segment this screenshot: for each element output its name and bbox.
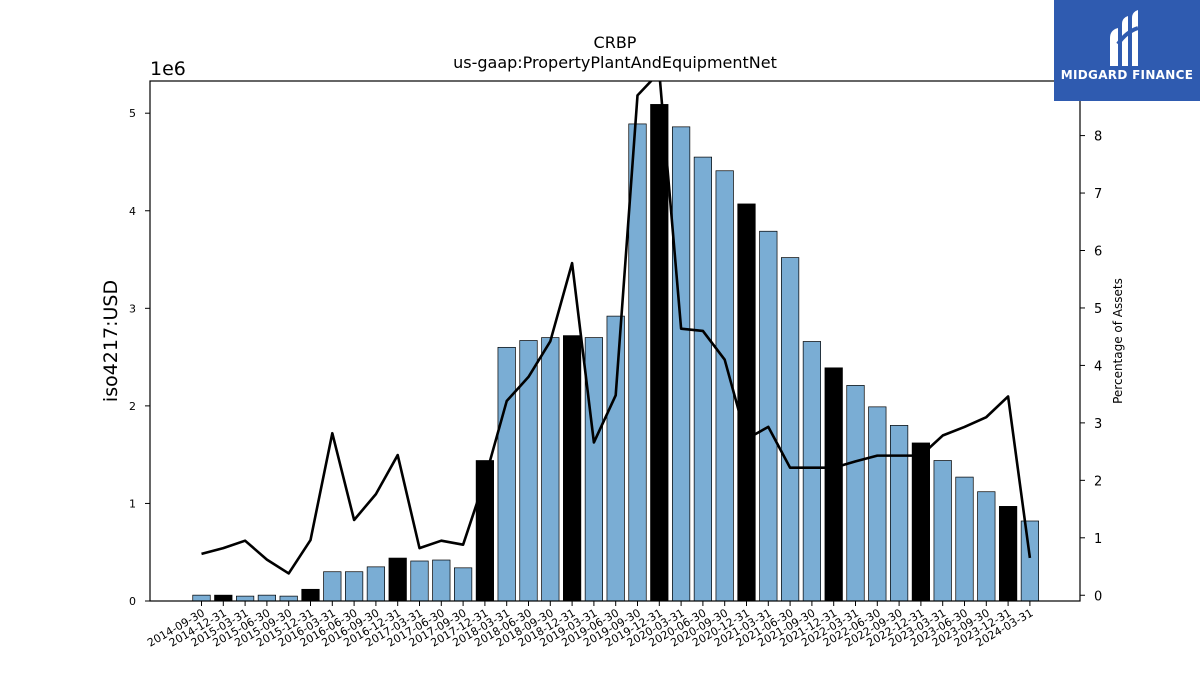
bar xyxy=(977,491,996,602)
bar xyxy=(257,594,276,602)
y-right-tick-label: 6 xyxy=(1094,245,1102,260)
y-tick-label: 5 xyxy=(129,107,136,120)
bar xyxy=(323,571,342,602)
y-axis-right-label: Percentage of Assets xyxy=(1111,278,1125,404)
logo-brand-text: MIDGARD FINANCE xyxy=(1060,68,1194,82)
midgard-logo-icon xyxy=(1110,10,1139,66)
y-right-tick-label: 5 xyxy=(1094,302,1102,317)
midgard-logo: MIDGARD FINANCE xyxy=(1054,0,1200,101)
y-right-tick-label: 4 xyxy=(1094,359,1102,374)
bar xyxy=(497,346,516,602)
bar xyxy=(889,425,909,602)
bar xyxy=(345,571,364,602)
bar xyxy=(366,566,385,602)
bar xyxy=(998,506,1018,602)
bar xyxy=(780,257,800,602)
bar xyxy=(192,594,211,602)
bar xyxy=(650,104,669,602)
series-line xyxy=(201,81,1032,575)
chart-title: CRBP xyxy=(594,33,637,52)
bar xyxy=(911,442,931,602)
y-tick-label: 3 xyxy=(129,302,136,315)
bar xyxy=(868,406,887,602)
bar xyxy=(846,385,865,602)
bar xyxy=(933,460,952,602)
y-right-tick-label: 0 xyxy=(1094,589,1102,604)
bar xyxy=(584,337,604,602)
bar xyxy=(693,156,713,602)
y-offset-label: 1e6 xyxy=(150,58,186,80)
bar xyxy=(279,595,298,602)
bar xyxy=(454,567,473,602)
bar xyxy=(759,230,778,602)
bar xyxy=(671,126,691,602)
y-tick-label: 2 xyxy=(129,400,136,413)
bar xyxy=(410,560,429,602)
plot-frame xyxy=(149,80,1081,602)
chart-subtitle: us-gaap:PropertyPlantAndEquipmentNet xyxy=(453,53,777,72)
bar xyxy=(1020,520,1040,602)
bar xyxy=(432,559,451,602)
bar xyxy=(606,315,625,602)
bar xyxy=(301,588,320,602)
y-tick-label: 1 xyxy=(129,497,136,510)
bar xyxy=(388,557,407,602)
y-right-tick-label: 2 xyxy=(1094,474,1102,489)
bar xyxy=(824,367,843,602)
bar xyxy=(541,337,560,602)
y-tick-label: 0 xyxy=(129,595,136,608)
bar xyxy=(562,335,582,602)
bar xyxy=(236,595,255,602)
bar xyxy=(214,594,233,602)
bar xyxy=(737,203,756,602)
y-right-tick-label: 8 xyxy=(1094,130,1102,145)
y-right-tick-label: 7 xyxy=(1094,187,1102,202)
bar xyxy=(802,341,822,602)
bar xyxy=(955,476,974,602)
y-tick-label: 4 xyxy=(129,205,136,218)
plot-area: 0123450123456782014-09-302014-12-312015-… xyxy=(129,80,1102,650)
y-right-tick-label: 3 xyxy=(1094,417,1102,432)
y-axis-label: iso4217:USD xyxy=(100,280,122,402)
y-right-tick-label: 1 xyxy=(1094,532,1102,547)
bar xyxy=(519,340,538,602)
